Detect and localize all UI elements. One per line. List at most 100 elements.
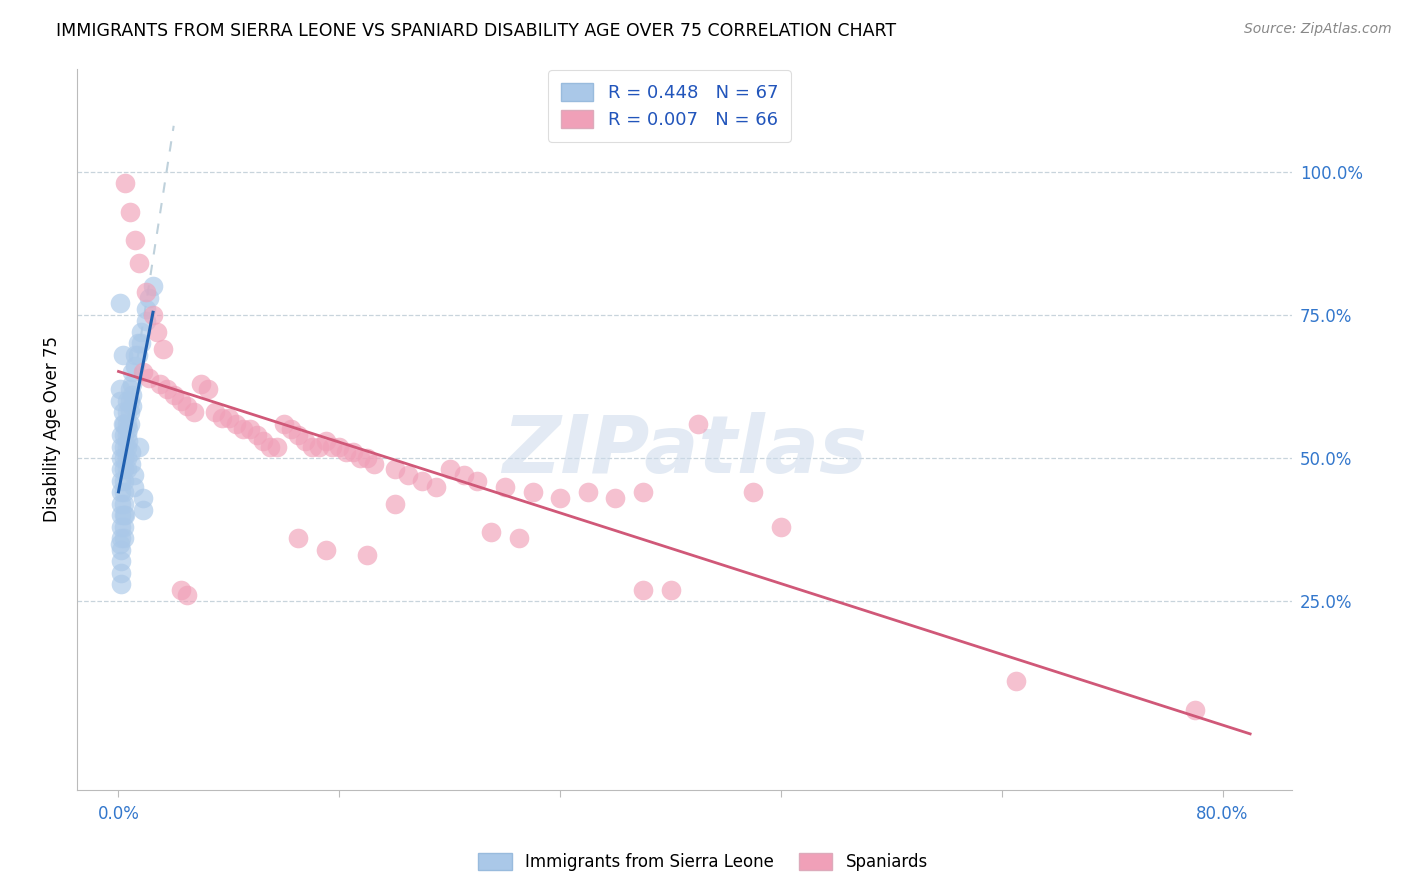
Point [1004,674,1026,689]
Point [356,549,378,563]
Point [129,325,152,339]
Point [239,422,262,436]
Point [118,204,141,219]
Point [335,445,357,459]
Point [114,508,136,523]
Point [121,388,143,402]
Point [108,393,131,408]
Point [349,450,371,465]
Point [121,365,143,379]
Point [110,485,132,500]
Point [108,537,131,551]
Point [197,382,219,396]
Point [129,336,152,351]
Point [631,582,654,597]
Point [225,417,247,431]
Point [245,428,267,442]
Point [769,520,792,534]
Point [384,462,406,476]
Point [124,233,146,247]
Point [112,428,135,442]
Point [118,393,141,408]
Point [111,348,134,362]
Point [128,440,150,454]
Point [688,417,710,431]
Point [742,485,765,500]
Point [287,531,309,545]
Point [1184,703,1206,717]
Point [115,440,138,454]
Point [425,480,447,494]
Point [508,531,530,545]
Point [115,428,138,442]
Point [315,434,337,448]
Point [112,440,135,454]
Point [142,279,165,293]
Point [112,474,135,488]
Point [111,405,134,419]
Text: Source: ZipAtlas.com: Source: ZipAtlas.com [1244,22,1392,37]
Point [115,393,138,408]
Point [321,440,343,454]
Point [110,497,132,511]
Point [128,256,150,270]
Point [127,336,149,351]
Point [110,566,132,580]
Legend: R = 0.448   N = 67, R = 0.007   N = 66: R = 0.448 N = 67, R = 0.007 N = 66 [548,70,790,142]
Point [112,520,135,534]
Point [142,308,165,322]
Point [169,393,191,408]
Point [280,422,302,436]
Point [112,450,135,465]
Point [115,450,138,465]
Point [176,589,198,603]
Point [218,411,240,425]
Point [117,422,139,436]
Point [110,462,132,476]
Point [232,422,254,436]
Point [132,365,155,379]
Point [124,359,146,374]
Point [384,497,406,511]
Point [146,325,169,339]
Point [118,417,141,431]
Point [453,468,475,483]
Point [287,428,309,442]
Point [108,296,131,310]
Point [111,417,134,431]
Point [108,382,131,396]
Point [124,348,146,362]
Point [110,577,132,591]
Point [308,440,330,454]
Point [132,491,155,505]
Point [135,285,157,299]
Point [112,485,135,500]
Point [118,382,141,396]
Point [273,417,295,431]
Point [211,411,233,425]
Point [156,382,179,396]
Point [494,480,516,494]
Point [112,508,135,523]
Point [342,445,364,459]
Point [631,485,654,500]
Point [115,405,138,419]
Point [465,474,488,488]
Point [204,405,226,419]
Point [176,400,198,414]
Legend: Immigrants from Sierra Leone, Spaniards: Immigrants from Sierra Leone, Spaniards [470,845,936,880]
Point [110,508,132,523]
Point [112,497,135,511]
Point [363,457,385,471]
Point [411,474,433,488]
Point [110,531,132,545]
Point [110,542,132,557]
Point [163,388,186,402]
Point [110,520,132,534]
Point [135,313,157,327]
Point [138,291,160,305]
Point [114,176,136,190]
Point [576,485,599,500]
Text: IMMIGRANTS FROM SIERRA LEONE VS SPANIARD DISABILITY AGE OVER 75 CORRELATION CHAR: IMMIGRANTS FROM SIERRA LEONE VS SPANIARD… [56,22,897,40]
Point [328,440,350,454]
